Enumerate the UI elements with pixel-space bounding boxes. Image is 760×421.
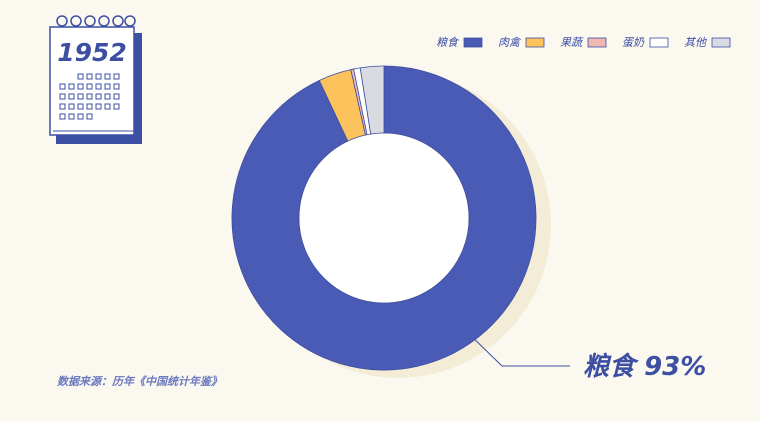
legend-label: 粮食 (436, 36, 460, 49)
callout: 粮食 93% (583, 352, 706, 382)
legend-label: 蛋奶 (622, 36, 645, 49)
callout-category: 粮食 (583, 352, 639, 382)
legend-swatch (525, 37, 545, 48)
legend-swatch (649, 37, 669, 48)
donut-hole (299, 133, 469, 303)
legend-swatch (711, 37, 731, 48)
legend-swatch (463, 37, 483, 48)
legend-label: 其他 (684, 36, 707, 49)
slice (231, 65, 537, 371)
legend-swatch (587, 37, 607, 48)
callout-value: 93% (644, 352, 706, 382)
year: 1952 (57, 38, 127, 67)
calendar-icon (49, 15, 142, 144)
source: 数据来源：历年《中国统计年鉴》 (57, 375, 222, 388)
callout-line (464, 329, 570, 367)
legend-label: 肉禽 (498, 36, 522, 49)
legend-label: 果蔬 (560, 36, 584, 49)
slice (359, 65, 385, 135)
